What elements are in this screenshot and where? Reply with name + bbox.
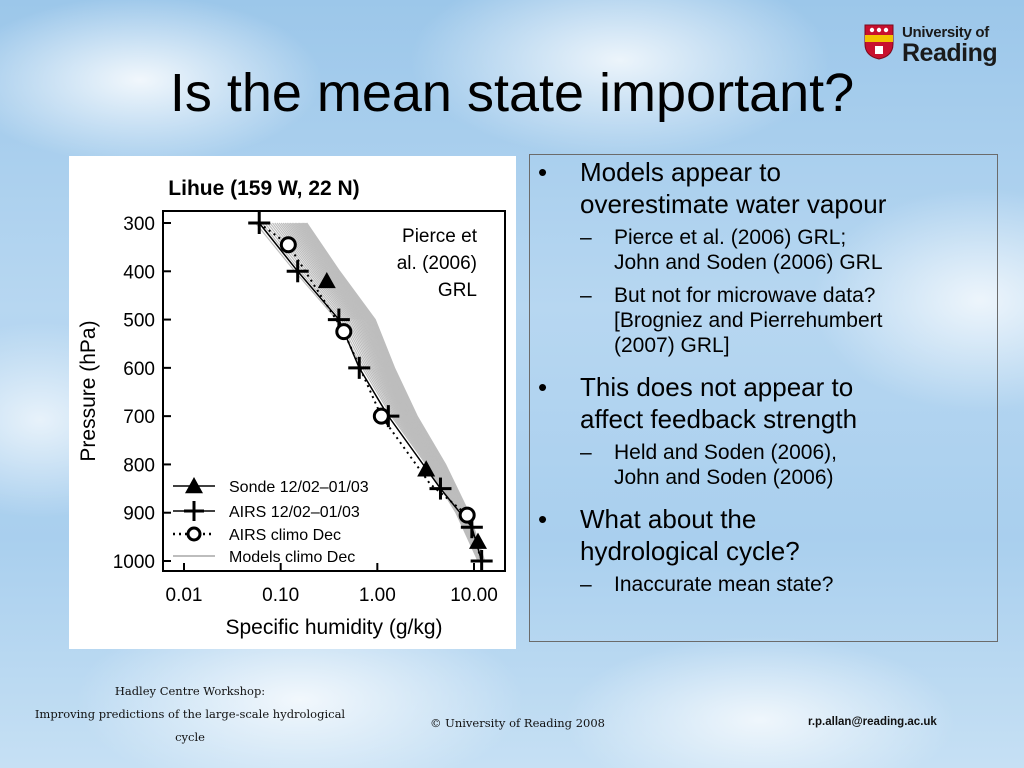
bullet-text: What about the <box>580 504 757 534</box>
climo-point <box>279 236 297 254</box>
footer-email[interactable]: r.p.allan@reading.ac.uk <box>808 716 937 728</box>
y-tick-label: 900 <box>123 504 155 525</box>
bullet-icon: • <box>538 157 548 187</box>
airs-point <box>248 212 271 234</box>
dash-icon: – <box>580 573 592 596</box>
dash-icon: – <box>580 441 592 464</box>
y-tick-label: 1000 <box>113 552 155 573</box>
x-axis-label: Specific humidity (g/kg) <box>225 616 442 639</box>
climo-point <box>372 407 390 425</box>
legend-label: AIRS climo Dec <box>229 527 341 544</box>
sub-bullet-text: But not for microwave data? <box>614 284 876 307</box>
y-tick-label: 800 <box>123 455 155 476</box>
dash-icon: – <box>580 226 592 249</box>
sonde-point <box>469 532 488 549</box>
footer-line: cycle <box>175 730 205 744</box>
sub-bullet-text: Held and Soden (2006), <box>614 441 837 464</box>
sub-bullet-text: Pierce et al. (2006) GRL; <box>614 226 847 249</box>
slide-title: Is the mean state important? <box>169 63 855 123</box>
bullet-text: affect feedback strength <box>580 404 858 434</box>
y-tick-label: 400 <box>123 262 155 283</box>
x-tick-label: 0.10 <box>262 585 299 606</box>
y-tick-label: 500 <box>123 311 155 332</box>
annotation-line: GRL <box>438 280 477 301</box>
bullet-icon: • <box>538 504 548 534</box>
y-tick-label: 600 <box>123 359 155 380</box>
bullet-text: overestimate water vapour <box>580 189 887 219</box>
climo-point <box>186 526 202 542</box>
airs-point <box>184 501 204 521</box>
logo-text-line1: University of <box>902 24 989 41</box>
annotation-line: Pierce et <box>402 226 478 247</box>
humidity-profile-chart: Lihue (159 W, 22 N) Pierce et al. (2006) G… <box>77 177 506 639</box>
chart-title: Lihue (159 W, 22 N) <box>168 177 359 200</box>
sub-bullet-text: (2007) GRL] <box>614 334 730 357</box>
logo-text-line2: Reading <box>902 39 998 67</box>
university-logo: University of Reading <box>864 22 1004 70</box>
x-tick-label: 10.00 <box>450 585 498 606</box>
legend-label: Models climo Dec <box>229 549 355 566</box>
model-line <box>255 222 479 562</box>
bullet-text: Models appear to <box>580 157 781 187</box>
sub-bullet-text: John and Soden (2006) <box>614 466 834 489</box>
bullet-icon: • <box>538 372 548 402</box>
climo-point <box>335 323 353 341</box>
footer-copyright: © University of Reading 2008 <box>430 716 605 730</box>
annotation-line: al. (2006) <box>397 253 477 274</box>
airs-point <box>348 356 371 379</box>
airs-point <box>470 550 493 572</box>
x-tick-label: 0.01 <box>166 585 203 606</box>
sonde-point <box>185 477 203 494</box>
sub-bullet-text: Inaccurate mean state? <box>614 573 834 596</box>
sonde-point <box>417 460 436 477</box>
chart-annotation: Pierce et al. (2006) GRL <box>397 226 478 301</box>
model-line <box>306 222 486 562</box>
footer-line: Improving predictions of the large-scale… <box>34 707 346 721</box>
x-tick-label: 1.00 <box>359 585 396 606</box>
y-tick-label: 700 <box>123 407 155 428</box>
climo-point <box>458 506 476 524</box>
footer-line: Hadley Centre Workshop: <box>114 684 266 698</box>
footer-workshop: Hadley Centre Workshop: Improving predic… <box>20 680 360 749</box>
bullet-text: hydrological cycle? <box>580 536 800 566</box>
sub-bullet-text: John and Soden (2006) GRL <box>614 251 883 274</box>
y-tick-label: 300 <box>123 214 155 235</box>
legend-label: Sonde 12/02–01/03 <box>229 479 369 496</box>
shield-icon <box>864 24 894 60</box>
sub-bullet-text: [Brogniez and Pierrehumbert <box>614 309 883 332</box>
bullet-text-box: • Models appear to overestimate water vapo… <box>529 154 998 642</box>
legend-label: AIRS 12/02–01/03 <box>229 504 360 521</box>
chart-figure: Lihue (159 W, 22 N) Pierce et al. (2006) G… <box>69 156 516 649</box>
airs-point <box>429 477 452 500</box>
plot-frame <box>162 210 506 572</box>
sonde-point <box>317 271 336 289</box>
dash-icon: – <box>580 284 592 307</box>
bullet-text: This does not appear to <box>580 372 854 402</box>
y-axis-label: Pressure (hPa) <box>77 320 100 461</box>
airs-point <box>286 260 309 283</box>
